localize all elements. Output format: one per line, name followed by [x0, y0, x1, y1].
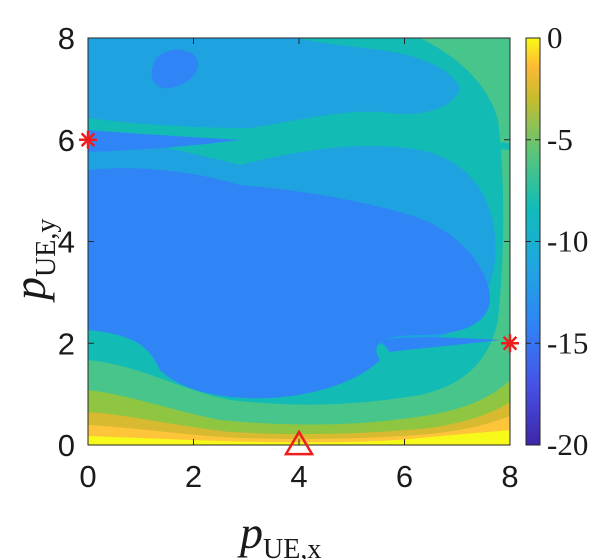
y-axis-label-base: p	[4, 277, 55, 303]
y-tick-label: 2	[58, 326, 75, 361]
triangle-marker	[283, 429, 315, 456]
y-tick-label: 0	[58, 428, 75, 463]
y-tick-label: 8	[58, 21, 75, 56]
contour-band-teal-streak	[300, 120, 510, 150]
svg-text:pUE,x: pUE,x	[237, 507, 321, 559]
colorbar-tick-label: -5	[547, 122, 573, 157]
x-axis-label-sub: UE,x	[263, 534, 321, 559]
contour-band-blue-blob	[151, 49, 199, 89]
contour-band-blue-tongue	[380, 337, 500, 352]
contour-fill	[88, 38, 510, 445]
asterisk-marker	[501, 334, 519, 353]
x-axis-label-base: p	[237, 507, 263, 558]
x-tick-label: 2	[185, 459, 202, 494]
y-axis-label-sub: UE,y	[31, 219, 62, 277]
y-axis-label: pUE,y	[4, 219, 62, 303]
x-axis-label: pUE,x	[237, 507, 321, 559]
x-tick-label: 4	[290, 459, 307, 494]
colorbar-ticks: 0 -5 -10 -15 -20	[526, 20, 588, 462]
asterisk-marker	[79, 130, 97, 149]
x-tick-label: 6	[396, 459, 413, 494]
colorbar-tick-label: -15	[547, 325, 588, 360]
contour-band-blue-streak	[88, 130, 240, 152]
contour-band-blue-center	[88, 168, 490, 399]
colorbar-tick-label: 0	[547, 20, 563, 55]
svg-text:pUE,y: pUE,y	[4, 219, 62, 303]
colorbar-tick-label: -20	[547, 427, 588, 462]
y-axis-ticks: 0 2 4 6 8	[58, 21, 510, 463]
x-axis-ticks: 0 2 4 6 8	[79, 38, 519, 494]
x-tick-label: 8	[501, 459, 518, 494]
x-tick-label: 0	[79, 459, 96, 494]
contour-band-gold	[88, 416, 510, 445]
y-tick-label: 4	[58, 225, 75, 260]
colorbar-tick-label: -10	[547, 224, 588, 259]
marker-layer	[79, 130, 519, 456]
y-tick-label: 6	[58, 123, 75, 158]
contour-band-orange	[88, 402, 510, 445]
